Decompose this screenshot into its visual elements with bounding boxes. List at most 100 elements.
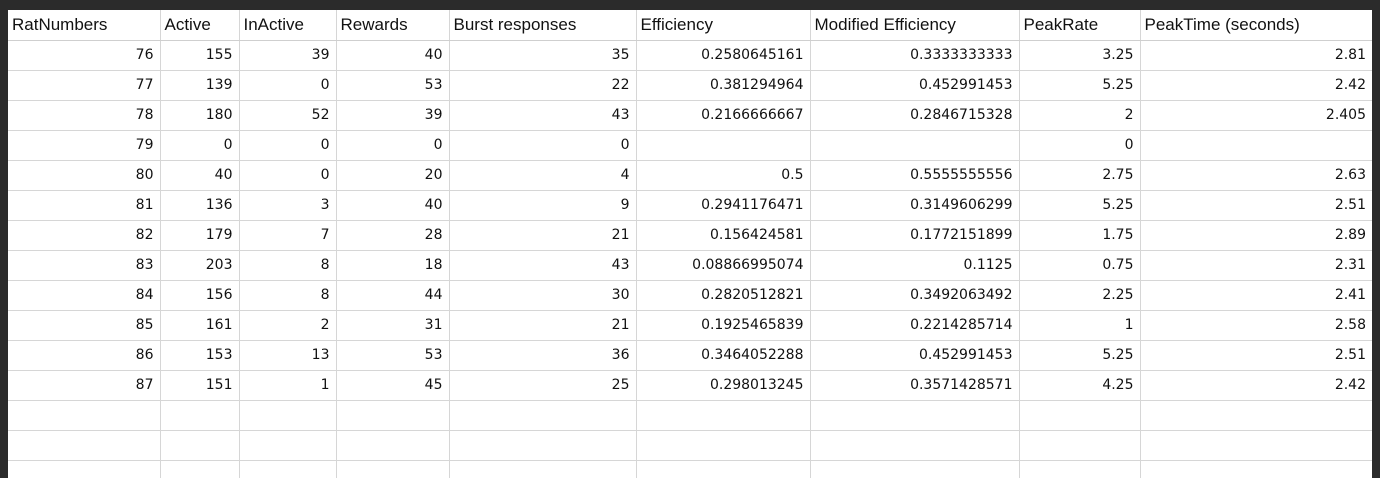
cell-efficiency[interactable]: [636, 400, 811, 431]
cell-peak-time[interactable]: [1140, 400, 1372, 431]
cell-rewards[interactable]: [336, 400, 450, 431]
cell-peak-time[interactable]: 2.42: [1140, 370, 1372, 401]
cell-burst-responses[interactable]: 43: [449, 250, 637, 281]
cell-peak-time[interactable]: 2.81: [1140, 40, 1372, 71]
cell-rewards[interactable]: 0: [336, 130, 450, 161]
cell-inactive[interactable]: 8: [239, 250, 337, 281]
cell-rewards[interactable]: 18: [336, 250, 450, 281]
cell-inactive[interactable]: 0: [239, 130, 337, 161]
cell-rewards[interactable]: 28: [336, 220, 450, 251]
cell-inactive[interactable]: [239, 460, 337, 478]
column-header-rewards[interactable]: Rewards: [336, 10, 450, 41]
cell-rat-numbers[interactable]: 81: [8, 190, 161, 221]
cell-efficiency[interactable]: 0.2166666667: [636, 100, 811, 131]
cell-peak-time[interactable]: 2.405: [1140, 100, 1372, 131]
cell-active[interactable]: 40: [160, 160, 240, 191]
column-header-efficiency[interactable]: Efficiency: [636, 10, 811, 41]
cell-rewards[interactable]: 44: [336, 280, 450, 311]
cell-burst-responses[interactable]: [449, 400, 637, 431]
cell-inactive[interactable]: 8: [239, 280, 337, 311]
cell-active[interactable]: 151: [160, 370, 240, 401]
cell-modified-efficiency[interactable]: [810, 460, 1020, 478]
cell-rewards[interactable]: 39: [336, 100, 450, 131]
cell-rat-numbers[interactable]: 87: [8, 370, 161, 401]
cell-peak-rate[interactable]: 1: [1019, 310, 1141, 341]
cell-active[interactable]: 161: [160, 310, 240, 341]
cell-peak-time[interactable]: 2.31: [1140, 250, 1372, 281]
cell-peak-time[interactable]: [1140, 430, 1372, 461]
cell-active[interactable]: 155: [160, 40, 240, 71]
cell-modified-efficiency[interactable]: [810, 400, 1020, 431]
cell-burst-responses[interactable]: 43: [449, 100, 637, 131]
cell-efficiency[interactable]: 0.5: [636, 160, 811, 191]
cell-peak-time[interactable]: 2.51: [1140, 340, 1372, 371]
cell-modified-efficiency[interactable]: 0.5555555556: [810, 160, 1020, 191]
cell-active[interactable]: 136: [160, 190, 240, 221]
cell-rat-numbers[interactable]: 80: [8, 160, 161, 191]
cell-burst-responses[interactable]: [449, 430, 637, 461]
cell-rewards[interactable]: 40: [336, 40, 450, 71]
cell-active[interactable]: [160, 460, 240, 478]
cell-peak-time[interactable]: 2.58: [1140, 310, 1372, 341]
cell-inactive[interactable]: 0: [239, 70, 337, 101]
cell-peak-rate[interactable]: 1.75: [1019, 220, 1141, 251]
cell-inactive[interactable]: 0: [239, 160, 337, 191]
cell-modified-efficiency[interactable]: 0.1772151899: [810, 220, 1020, 251]
cell-rewards[interactable]: 53: [336, 70, 450, 101]
column-header-active[interactable]: Active: [160, 10, 240, 41]
cell-peak-rate[interactable]: 5.25: [1019, 340, 1141, 371]
cell-rewards[interactable]: 53: [336, 340, 450, 371]
cell-burst-responses[interactable]: 25: [449, 370, 637, 401]
cell-peak-time[interactable]: 2.42: [1140, 70, 1372, 101]
cell-rat-numbers[interactable]: [8, 400, 161, 431]
cell-active[interactable]: 156: [160, 280, 240, 311]
cell-peak-rate[interactable]: [1019, 460, 1141, 478]
cell-modified-efficiency[interactable]: 0.1125: [810, 250, 1020, 281]
cell-modified-efficiency[interactable]: 0.452991453: [810, 70, 1020, 101]
cell-rewards[interactable]: [336, 430, 450, 461]
cell-peak-time[interactable]: [1140, 130, 1372, 161]
cell-peak-rate[interactable]: 3.25: [1019, 40, 1141, 71]
cell-burst-responses[interactable]: 35: [449, 40, 637, 71]
cell-efficiency[interactable]: 0.298013245: [636, 370, 811, 401]
cell-peak-rate[interactable]: [1019, 400, 1141, 431]
cell-burst-responses[interactable]: 30: [449, 280, 637, 311]
cell-rat-numbers[interactable]: 78: [8, 100, 161, 131]
cell-inactive[interactable]: [239, 430, 337, 461]
cell-rewards[interactable]: 31: [336, 310, 450, 341]
cell-active[interactable]: 180: [160, 100, 240, 131]
column-header-peak-rate[interactable]: PeakRate: [1019, 10, 1141, 41]
cell-modified-efficiency[interactable]: 0.2846715328: [810, 100, 1020, 131]
column-header-peak-time[interactable]: PeakTime (seconds): [1140, 10, 1372, 41]
cell-efficiency[interactable]: [636, 460, 811, 478]
cell-inactive[interactable]: 1: [239, 370, 337, 401]
cell-peak-rate[interactable]: 5.25: [1019, 70, 1141, 101]
cell-inactive[interactable]: 39: [239, 40, 337, 71]
cell-modified-efficiency[interactable]: 0.3333333333: [810, 40, 1020, 71]
cell-rat-numbers[interactable]: [8, 430, 161, 461]
cell-rat-numbers[interactable]: 82: [8, 220, 161, 251]
cell-burst-responses[interactable]: [449, 460, 637, 478]
cell-efficiency[interactable]: 0.2941176471: [636, 190, 811, 221]
cell-efficiency[interactable]: [636, 430, 811, 461]
cell-peak-rate[interactable]: 2.75: [1019, 160, 1141, 191]
cell-inactive[interactable]: 3: [239, 190, 337, 221]
cell-active[interactable]: [160, 400, 240, 431]
cell-inactive[interactable]: 13: [239, 340, 337, 371]
cell-rat-numbers[interactable]: 76: [8, 40, 161, 71]
cell-rewards[interactable]: 20: [336, 160, 450, 191]
cell-efficiency[interactable]: 0.156424581: [636, 220, 811, 251]
cell-burst-responses[interactable]: 4: [449, 160, 637, 191]
cell-active[interactable]: 139: [160, 70, 240, 101]
cell-active[interactable]: 203: [160, 250, 240, 281]
cell-efficiency[interactable]: 0.3464052288: [636, 340, 811, 371]
cell-peak-time[interactable]: 2.41: [1140, 280, 1372, 311]
cell-peak-rate[interactable]: 4.25: [1019, 370, 1141, 401]
cell-active[interactable]: [160, 430, 240, 461]
cell-active[interactable]: 0: [160, 130, 240, 161]
cell-peak-time[interactable]: 2.89: [1140, 220, 1372, 251]
cell-modified-efficiency[interactable]: 0.452991453: [810, 340, 1020, 371]
cell-modified-efficiency[interactable]: [810, 430, 1020, 461]
cell-rat-numbers[interactable]: 83: [8, 250, 161, 281]
cell-burst-responses[interactable]: 21: [449, 220, 637, 251]
